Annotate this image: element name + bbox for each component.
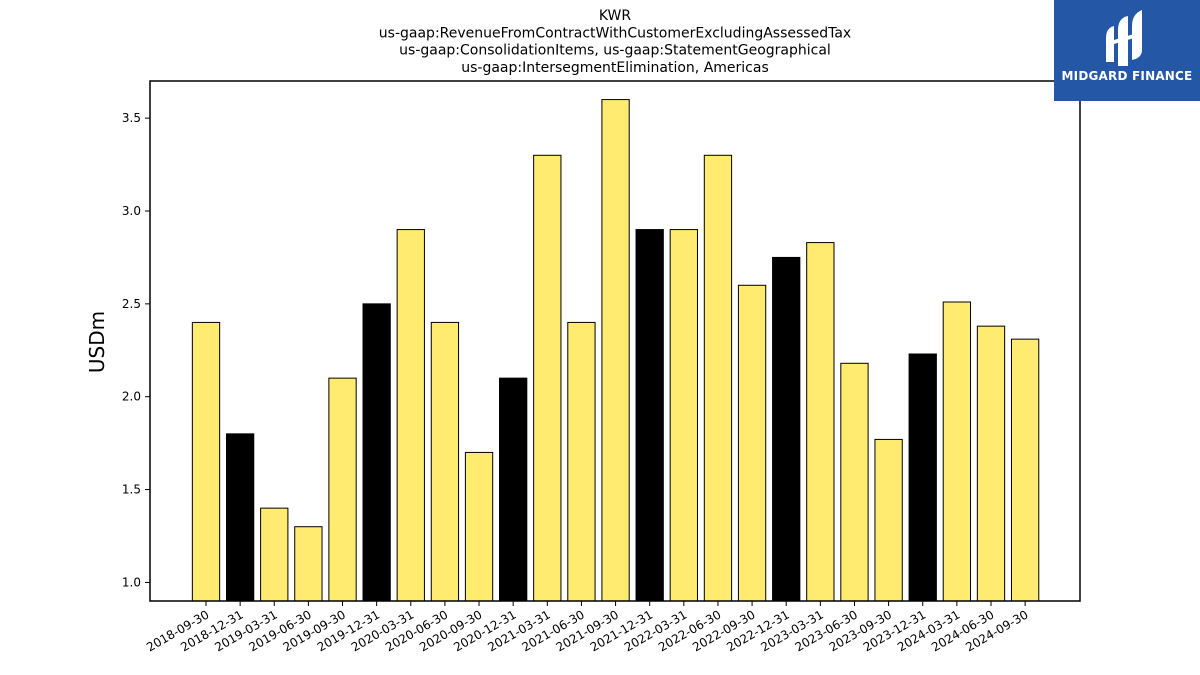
bar (1010, 338, 1040, 602)
bar (396, 229, 425, 602)
title-line: us-gaap:RevenueFromContractWithCustomerE… (379, 25, 851, 41)
bar (737, 284, 767, 602)
bar (294, 526, 323, 602)
bar (840, 362, 869, 602)
bar (464, 451, 494, 602)
y-tick-label: 2.5 (122, 297, 141, 311)
bar (635, 229, 664, 602)
y-tick-label: 2.0 (122, 390, 141, 404)
y-axis: 1.0 1.5 2.0 2.5 3.0 3.5 (122, 111, 150, 589)
y-axis-label: USDm (85, 311, 109, 373)
bar (328, 377, 357, 602)
bar (669, 229, 698, 602)
bar (225, 433, 255, 602)
bar (260, 507, 289, 602)
y-tick-label: 1.5 (122, 483, 141, 497)
bar-series (191, 99, 1040, 602)
logo-text: MIDGARD FINANCE (1061, 69, 1193, 83)
midgard-finance-logo: MIDGARD FINANCE (1054, 0, 1200, 101)
plot-frame (149, 80, 1081, 602)
title-line: KWR (599, 8, 632, 24)
bar (703, 154, 733, 602)
bar (874, 438, 903, 602)
bar (942, 301, 972, 602)
bar (567, 321, 596, 602)
y-tick-label: 3.0 (122, 204, 141, 218)
bar (191, 321, 221, 602)
y-tick-label: 3.5 (122, 111, 141, 125)
bar (533, 154, 562, 602)
bar (430, 321, 460, 602)
title-line: us-gaap:ConsolidationItems, us-gaap:Stat… (399, 43, 831, 59)
bar (499, 377, 528, 602)
bar (601, 99, 630, 602)
chart-title: KWRus-gaap:RevenueFromContractWithCustom… (379, 8, 851, 76)
x-axis: 2018-09-302018-12-312019-03-312019-06-30… (144, 601, 1031, 654)
y-tick-label: 1.0 (122, 575, 141, 589)
bar (362, 303, 391, 602)
bar (806, 242, 835, 602)
bar (908, 353, 937, 602)
bar (772, 256, 801, 602)
midgard-logo-mark-icon (1106, 10, 1142, 66)
title-line: us-gaap:IntersegmentElimination, America… (461, 60, 769, 76)
bar (976, 325, 1006, 602)
